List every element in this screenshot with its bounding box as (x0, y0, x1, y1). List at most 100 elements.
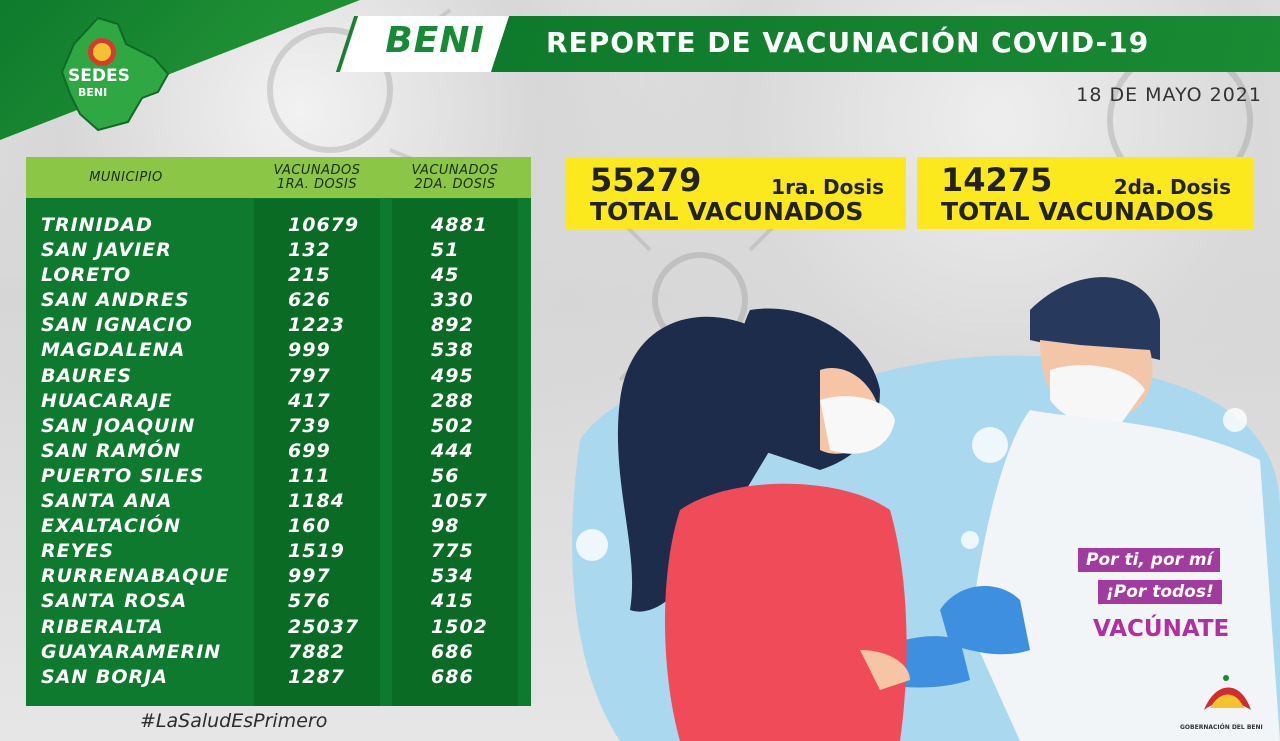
municipio-cell: MAGDALENA (41, 339, 186, 362)
dosis1-cell: 1287 (288, 665, 345, 688)
municipio-cell: GUAYARAMERIN (41, 640, 222, 663)
total-second-number: 14275 (941, 161, 1053, 199)
dosis2-cell: 98 (431, 515, 460, 538)
municipio-cell: SANTA ANA (41, 490, 173, 513)
table-row: REYES 1519 775 (26, 539, 531, 564)
dosis1-cell: 1184 (288, 490, 345, 513)
slogan-line2: ¡Por todos! (1098, 580, 1222, 604)
municipio-cell: HUACARAJE (41, 389, 173, 412)
total-first-number: 55279 (590, 161, 702, 199)
dosis2-cell: 502 (431, 414, 474, 437)
dosis2-cell: 288 (431, 389, 474, 412)
table-row: TRINIDAD 10679 4881 (26, 213, 531, 238)
hashtag: #LaSaludEsPrimero (140, 710, 328, 732)
total-first-dose-box: 55279 1ra. Dosis TOTAL VACUNADOS (566, 157, 906, 229)
municipio-cell: BAURES (41, 364, 133, 387)
table-header: MUNICIPIO VACUNADOS 1RA. DOSIS VACUNADOS 2… (26, 157, 531, 198)
header-dosis2: VACUNADOS 2DA. DOSIS (411, 162, 499, 192)
dosis2-cell: 330 (431, 289, 474, 312)
dosis2-cell: 1057 (431, 490, 488, 513)
municipio-cell: SAN RAMÓN (41, 439, 182, 462)
table-row: EXALTACIÓN 160 98 (26, 514, 531, 539)
dosis1-cell: 10679 (288, 214, 360, 236)
dosis2-cell: 534 (431, 565, 474, 588)
dosis1-cell: 1223 (288, 314, 345, 337)
vaccination-table: MUNICIPIO VACUNADOS 1RA. DOSIS VACUNADOS 2… (26, 157, 531, 706)
dosis2-cell: 686 (431, 665, 474, 688)
dosis1-cell: 699 (288, 439, 331, 462)
slogan-line1: Por ti, por mí (1078, 548, 1221, 572)
bolivia-map-icon (60, 16, 170, 132)
table-row: LORETO 215 45 (26, 263, 531, 288)
dosis1-cell: 215 (288, 264, 331, 287)
dosis2-cell: 45 (431, 264, 460, 287)
dosis1-cell: 417 (288, 389, 331, 412)
dosis1-cell: 797 (288, 364, 331, 387)
table-row: SAN JAVIER 132 51 (26, 238, 531, 263)
sedes-logo: SEDES BENI (58, 14, 178, 134)
dosis1-cell: 997 (288, 565, 331, 588)
logo-sedes-text: SEDES (68, 66, 130, 86)
total-first-dose-label: 1ra. Dosis (771, 175, 884, 199)
dosis1-cell: 999 (288, 339, 331, 362)
gobernacion-label: GOBERNACIÓN DEL BENI (1180, 724, 1263, 731)
gobernacion-logo (1204, 675, 1251, 710)
municipio-cell: EXALTACIÓN (41, 515, 181, 538)
table-row: HUACARAJE 417 288 (26, 389, 531, 414)
column-shade-1 (254, 199, 380, 706)
region-name: BENI (385, 20, 485, 61)
table-body: TRINIDAD 10679 4881 SAN JAVIER 132 51 LORETO 21… (26, 213, 531, 690)
dosis2-cell: 4881 (431, 214, 488, 236)
table-row: SAN JOAQUIN 739 502 (26, 414, 531, 439)
municipio-cell: SANTA ROSA (41, 590, 188, 613)
municipio-cell: LORETO (41, 264, 132, 287)
vaccination-illustration (572, 277, 1280, 741)
municipio-cell: PUERTO SILES (41, 464, 205, 487)
table-row: SAN IGNACIO 1223 892 (26, 313, 531, 338)
table-row: SAN ANDRES 626 330 (26, 288, 531, 313)
dosis2-cell: 686 (431, 640, 474, 663)
table-row: RURRENABAQUE 997 534 (26, 564, 531, 589)
slogan-vacunate: VACÚNATE (1093, 616, 1230, 642)
dosis2-cell: 444 (431, 439, 474, 462)
municipio-cell: SAN JAVIER (41, 239, 172, 262)
dosis1-cell: 626 (288, 289, 331, 312)
municipio-cell: SAN ANDRES (41, 289, 190, 312)
municipio-cell: TRINIDAD (41, 214, 153, 236)
table-row: SANTA ROSA 576 415 (26, 589, 531, 614)
dosis1-cell: 7882 (288, 640, 345, 663)
dosis2-cell: 538 (431, 339, 474, 362)
dosis1-cell: 111 (288, 464, 331, 487)
dosis2-cell: 775 (431, 540, 474, 563)
dosis1-cell: 1519 (288, 540, 345, 563)
virus-icons (576, 408, 1247, 561)
header-dosis1: VACUNADOS 1RA. DOSIS (273, 162, 361, 192)
table-row: GUAYARAMERIN 7882 686 (26, 640, 531, 665)
column-shade-2 (392, 199, 518, 706)
report-date: 18 DE MAYO 2021 (1076, 84, 1262, 106)
dosis1-cell: 160 (288, 515, 331, 538)
table-row: RIBERALTA 25037 1502 (26, 615, 531, 640)
table-row: BAURES 797 495 (26, 364, 531, 389)
table-row: SANTA ANA 1184 1057 (26, 489, 531, 514)
total-second-dose-box: 14275 2da. Dosis TOTAL VACUNADOS (917, 157, 1253, 229)
municipio-cell: RIBERALTA (41, 615, 164, 638)
report-title: REPORTE DE VACUNACIÓN COVID-19 (546, 26, 1150, 59)
dosis1-cell: 739 (288, 414, 331, 437)
table-row: SAN RAMÓN 699 444 (26, 439, 531, 464)
dosis2-cell: 56 (431, 464, 460, 487)
dosis1-cell: 132 (288, 239, 331, 262)
municipio-cell: SAN JOAQUIN (41, 414, 196, 437)
dosis2-cell: 1502 (431, 615, 488, 638)
table-row: SAN BORJA 1287 686 (26, 665, 531, 690)
dosis2-cell: 892 (431, 314, 474, 337)
municipio-cell: SAN BORJA (41, 665, 168, 688)
total-second-dose-label: 2da. Dosis (1113, 175, 1231, 199)
dosis2-cell: 415 (431, 590, 474, 613)
total-second-label: TOTAL VACUNADOS (941, 197, 1215, 226)
municipio-cell: SAN IGNACIO (41, 314, 193, 337)
table-row: MAGDALENA 999 538 (26, 338, 531, 363)
dosis2-cell: 51 (431, 239, 460, 262)
municipio-cell: REYES (41, 540, 115, 563)
total-first-label: TOTAL VACUNADOS (590, 197, 864, 226)
